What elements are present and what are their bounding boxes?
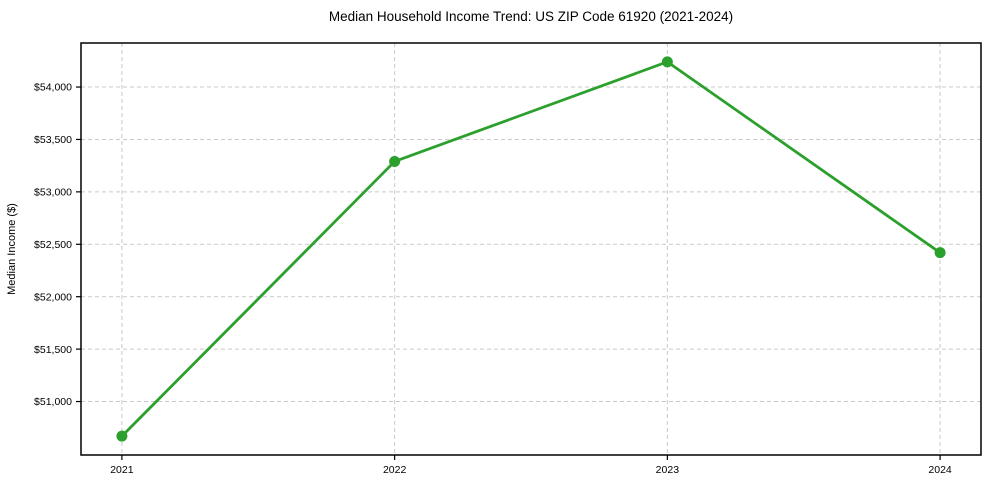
data-point (116, 430, 128, 442)
y-tick-label: $53,500 (34, 134, 72, 146)
x-tick-label: 2021 (110, 464, 134, 476)
trend-line (120, 60, 941, 438)
y-tick-label: $52,500 (34, 239, 72, 251)
plot-border (80, 42, 982, 456)
x-tick-label: 2024 (928, 464, 952, 476)
y-tick-label: $52,000 (34, 291, 72, 303)
data-point (661, 56, 673, 68)
data-point (389, 155, 401, 167)
chart-title: Median Household Income Trend: US ZIP Co… (328, 9, 734, 24)
y-tick-label: $51,500 (34, 344, 72, 356)
y-tick-label: $51,000 (34, 396, 72, 408)
y-tick-label: $54,000 (34, 82, 72, 94)
x-tick-label: 2022 (383, 464, 407, 476)
x-tick-label: 2023 (656, 464, 680, 476)
data-point (934, 247, 946, 259)
y-tick-label: $53,000 (34, 187, 72, 199)
y-axis-label: Median Income ($) (6, 203, 18, 295)
